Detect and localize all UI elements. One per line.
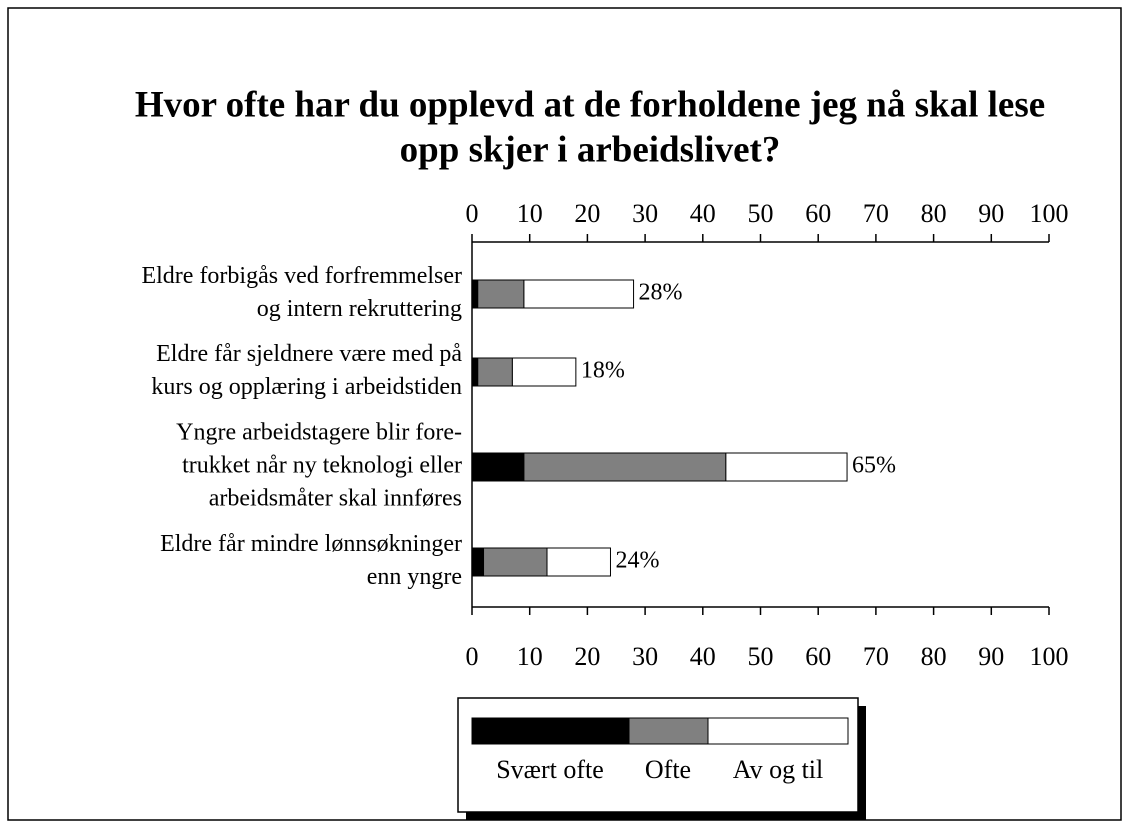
category-label: trukket når ny teknologi eller — [182, 453, 462, 479]
bar-segment — [477, 279, 525, 309]
bar-segment — [471, 357, 479, 387]
x-tick-label: 20 — [574, 642, 600, 671]
bar-segment — [546, 547, 611, 577]
legend-swatch — [628, 717, 709, 745]
total-label: 18% — [581, 358, 625, 384]
x-tick-label: 30 — [632, 199, 658, 228]
category-label: Yngre arbeidstagere blir fore- — [176, 420, 462, 446]
x-tick-label: 10 — [517, 642, 543, 671]
x-tick-label: 20 — [574, 199, 600, 228]
legend-label: Svært ofte — [496, 755, 604, 784]
category-label: kurs og opplæring i arbeidstiden — [151, 374, 462, 400]
x-tick-label: 80 — [921, 642, 947, 671]
x-tick-label: 80 — [921, 199, 947, 228]
x-tick-label: 50 — [748, 642, 774, 671]
category-label: og intern rekruttering — [257, 296, 462, 322]
x-tick-label: 0 — [466, 642, 479, 671]
total-label: 65% — [852, 453, 896, 479]
x-tick-label: 40 — [690, 642, 716, 671]
category-label: Eldre får mindre lønnsøkninger — [160, 531, 462, 557]
category-label: arbeidsmåter skal innføres — [209, 486, 462, 512]
legend-swatch — [707, 717, 849, 745]
x-tick-label: 100 — [1030, 199, 1069, 228]
bar-segment — [471, 452, 525, 482]
bar-segment — [471, 547, 485, 577]
x-tick-label: 50 — [748, 199, 774, 228]
legend-box — [457, 697, 859, 813]
x-tick-label: 70 — [863, 642, 889, 671]
x-tick-label: 60 — [805, 642, 831, 671]
x-tick-label: 70 — [863, 199, 889, 228]
bar-segment — [477, 357, 513, 387]
x-tick-label: 40 — [690, 199, 716, 228]
x-tick-label: 10 — [517, 199, 543, 228]
x-tick-label: 90 — [978, 642, 1004, 671]
legend-label: Ofte — [645, 755, 691, 784]
bar-segment — [725, 452, 848, 482]
bar-segment — [483, 547, 548, 577]
category-label: Eldre får sjeldnere være med på — [156, 341, 462, 367]
chart-title: Hvor ofte har du opplevd at de forholden… — [135, 84, 1045, 125]
x-tick-label: 60 — [805, 199, 831, 228]
total-label: 28% — [639, 280, 683, 306]
legend-label: Av og til — [733, 755, 824, 784]
category-label: enn yngre — [367, 564, 462, 590]
legend-swatch — [471, 717, 630, 745]
total-label: 24% — [615, 548, 659, 574]
x-tick-label: 0 — [466, 199, 479, 228]
x-tick-label: 30 — [632, 642, 658, 671]
x-tick-label: 100 — [1030, 642, 1069, 671]
bar-segment — [523, 452, 727, 482]
chart-title: opp skjer i arbeidslivet? — [400, 129, 781, 170]
bar-segment — [511, 357, 577, 387]
bar-segment — [471, 279, 479, 309]
bar-segment — [523, 279, 635, 309]
category-label: Eldre forbigås ved forfremmelser — [141, 263, 462, 289]
x-tick-label: 90 — [978, 199, 1004, 228]
